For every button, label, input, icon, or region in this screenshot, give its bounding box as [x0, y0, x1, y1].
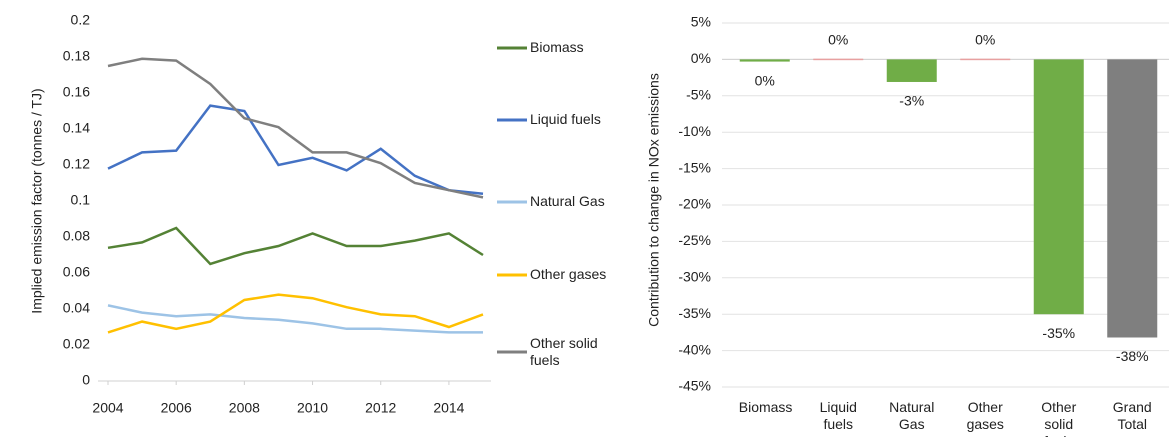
y-tick-label: -20%	[678, 196, 711, 212]
legend-label: Other solid fuels	[530, 335, 598, 368]
x-tick-label: Liquid fuels	[819, 399, 857, 432]
data-label: -3%	[899, 93, 924, 109]
y-tick-label: -45%	[678, 378, 711, 394]
data-label: 0%	[975, 31, 995, 47]
bar	[1107, 59, 1158, 338]
series-line	[107, 226, 484, 266]
series-line	[107, 304, 483, 334]
y-tick-label: 0.06	[63, 264, 90, 280]
y-tick-label: -25%	[678, 232, 711, 248]
x-tick-label: 2004	[92, 400, 123, 416]
y-tick-label: -5%	[686, 87, 711, 103]
legend-label: Natural Gas	[530, 193, 605, 209]
x-tick-label: Biomass	[738, 399, 793, 415]
y-tick-label: 0.2	[71, 12, 91, 28]
x-tick-label: Natural Gas	[889, 399, 935, 432]
bar	[1033, 59, 1084, 315]
legend-label: Other gases	[530, 266, 607, 282]
bar	[739, 59, 790, 62]
series-line	[107, 293, 484, 334]
y-axis-title: Contribution to change in NOx emissions	[646, 73, 662, 327]
y-tick-label: 0%	[691, 50, 711, 66]
data-label: 0%	[828, 31, 848, 47]
x-tick-label: 2006	[161, 400, 192, 416]
bar	[886, 59, 937, 82]
x-tick-label: 2014	[433, 400, 464, 416]
x-tick-label: Other solid fuels	[1041, 399, 1077, 437]
bar	[960, 58, 1011, 61]
data-label: -35%	[1042, 325, 1075, 341]
y-tick-label: 0.02	[63, 336, 90, 352]
data-label: 0%	[755, 72, 775, 88]
y-tick-label: 0.18	[63, 48, 90, 64]
series-line	[107, 104, 484, 196]
x-tick-label: 2012	[365, 400, 396, 416]
y-tick-label: 5%	[691, 14, 711, 30]
bar	[813, 58, 864, 61]
y-tick-label: 0	[82, 372, 90, 388]
legend-label: Liquid fuels	[530, 111, 601, 127]
y-tick-label: -40%	[678, 341, 711, 357]
legend-label: Biomass	[530, 39, 584, 55]
y-axis-title: Implied emission factor (tonnes / TJ)	[29, 88, 45, 313]
y-tick-label: 0.16	[63, 84, 90, 100]
x-tick-label: Other gases	[966, 399, 1004, 432]
y-tick-label: 0.08	[63, 228, 90, 244]
x-tick-label: Grand Total	[1112, 399, 1152, 432]
y-tick-label: 0.12	[63, 156, 90, 172]
y-tick-label: 0.04	[63, 300, 90, 316]
y-tick-label: -35%	[678, 305, 711, 321]
y-tick-label: 0.1	[71, 192, 91, 208]
data-label: -38%	[1116, 348, 1149, 364]
y-tick-label: -30%	[678, 269, 711, 285]
y-tick-label: -10%	[678, 123, 711, 139]
y-tick-label: -15%	[678, 159, 711, 175]
x-tick-label: 2008	[229, 400, 260, 416]
y-tick-label: 0.14	[63, 120, 90, 136]
x-tick-label: 2010	[297, 400, 328, 416]
series-line	[107, 57, 484, 199]
